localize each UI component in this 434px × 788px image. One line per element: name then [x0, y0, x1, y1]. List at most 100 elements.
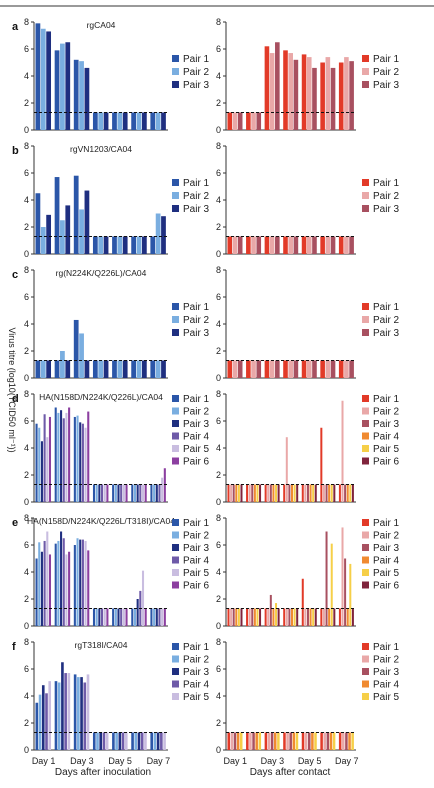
bar-b-contact-pair3-day2	[256, 236, 262, 254]
bar-e-contact-pair6-day6	[333, 608, 336, 626]
panel-letter-e: e	[12, 517, 18, 529]
bar-d-contact-pair6-day7	[351, 484, 354, 502]
bar-c-inoculated-pair2-day2	[60, 351, 65, 378]
bar-f-inoculated-pair1-day4	[92, 732, 96, 750]
bar-f-contact-pair2-day6	[323, 732, 326, 750]
bar-f-inoculated-pair4-day7	[160, 732, 163, 750]
bar-d-inoculated-pair4-day2	[62, 418, 65, 502]
bar-d-contact-pair3-day4	[288, 484, 291, 502]
bar-e-inoculated-pair1-day2	[54, 543, 57, 626]
bar-e-inoculated-pair4-day3	[81, 539, 84, 626]
bar-b-inoculated-pair2-day6	[136, 236, 142, 254]
x-tick-label-contact-day-5: Day 5	[298, 756, 322, 766]
bar-b-contact-pair3-day3	[275, 236, 280, 254]
bar-d-inoculated-pair3-day3	[79, 422, 82, 502]
bar-b-inoculated-pair3-day2	[65, 205, 71, 254]
legend-swatch-f-inoculated-1	[172, 643, 179, 650]
bar-b-contact-pair2-day4	[288, 236, 293, 254]
y-tick-label-f-contact-2: 2	[216, 718, 221, 728]
legend-swatch-b-contact-1	[362, 179, 369, 186]
bar-c-contact-pair2-day1	[232, 360, 238, 378]
bar-b-inoculated-pair3-day3	[84, 190, 90, 254]
bar-a-contact-pair1-day5	[301, 54, 307, 130]
bar-c-inoculated-pair1-day4	[92, 360, 98, 378]
y-tick-label-c-contact-2: 2	[216, 346, 221, 356]
legend-label-f-contact-2: Pair 2	[373, 655, 400, 666]
bar-e-contact-pair4-day1	[235, 608, 238, 626]
bar-c-inoculated-pair3-day3	[84, 360, 90, 378]
legend-label-f-inoculated-2: Pair 2	[183, 655, 210, 666]
bar-c-inoculated-pair2-day5	[117, 360, 123, 378]
bar-e-inoculated-pair5-day2	[65, 554, 68, 626]
legend-swatch-d-contact-6	[362, 457, 369, 465]
bar-d-inoculated-pair5-day6	[141, 484, 145, 502]
bar-e-inoculated-pair2-day1	[38, 542, 41, 626]
bar-d-inoculated-pair1-day3	[73, 416, 76, 502]
bar-e-contact-pair5-day7	[349, 563, 352, 626]
bar-f-inoculated-pair5-day2	[67, 673, 71, 750]
y-tick-label-f-inoculated-4: 4	[24, 691, 29, 701]
bar-b-contact-pair2-day6	[325, 236, 331, 254]
bar-d-inoculated-pair2-day5	[114, 484, 117, 502]
y-tick-label-b-contact-8: 8	[216, 141, 221, 151]
bar-c-contact-pair3-day5	[312, 360, 317, 378]
bar-b-contact-pair2-day3	[269, 236, 275, 254]
x-tick-label-inoculated-day-3: Day 3	[70, 756, 94, 766]
legend-label-a-inoculated-3: Pair 3	[183, 80, 210, 91]
panel-title-b: rgVN1203/CA04	[70, 144, 132, 154]
bar-b-contact-pair2-day2	[251, 236, 256, 254]
legend-swatch-c-contact-3	[362, 329, 369, 336]
bar-b-contact-pair1-day5	[301, 236, 307, 254]
legend-label-b-inoculated-3: Pair 3	[183, 204, 210, 215]
bar-f-inoculated-pair1-day7	[150, 732, 154, 750]
bar-d-contact-pair3-day5	[306, 484, 309, 502]
bar-c-inoculated-pair2-day7	[155, 360, 161, 378]
y-tick-label-c-contact-8: 8	[216, 265, 221, 275]
bar-f-inoculated-pair5-day1	[48, 681, 52, 750]
bar-f-inoculated-pair4-day5	[121, 732, 125, 750]
legend-label-d-inoculated-3: Pair 3	[183, 419, 210, 430]
y-tick-label-f-inoculated-6: 6	[24, 664, 29, 674]
legend-swatch-d-inoculated-6	[172, 457, 179, 465]
bar-a-contact-pair1-day6	[320, 62, 325, 130]
bar-e-inoculated-pair6-day4	[106, 608, 109, 626]
bar-d-contact-pair1-day1	[227, 484, 230, 502]
bar-e-contact-pair4-day7	[346, 608, 349, 626]
bar-c-inoculated-pair3-day6	[141, 360, 147, 378]
bar-f-inoculated-pair2-day7	[153, 732, 157, 750]
bar-e-contact-pair1-day1	[227, 608, 230, 626]
bar-a-inoculated-pair1-day7	[150, 112, 156, 130]
bar-f-contact-pair2-day2	[249, 732, 252, 750]
panel-title-d: HA(N158D/N224K/Q226L)/CA04	[39, 392, 163, 402]
x-tick-label-contact-day-1: Day 1	[224, 756, 248, 766]
bar-f-contact-pair3-day6	[326, 732, 330, 750]
bar-a-inoculated-pair3-day4	[103, 112, 109, 130]
bar-f-inoculated-pair3-day6	[137, 732, 141, 750]
legend-swatch-f-inoculated-5	[172, 693, 179, 700]
y-tick-label-c-inoculated-0: 0	[24, 373, 29, 383]
bar-f-contact-pair5-day3	[277, 732, 280, 750]
bar-a-inoculated-pair2-day6	[136, 112, 142, 130]
bar-e-inoculated-pair6-day3	[87, 550, 90, 626]
bar-f-contact-pair1-day6	[320, 732, 323, 750]
legend-swatch-b-contact-3	[362, 205, 369, 212]
bar-f-inoculated-pair5-day6	[144, 732, 147, 750]
legend-label-a-contact-1: Pair 1	[373, 54, 400, 65]
bar-b-inoculated-pair1-day6	[131, 236, 137, 254]
bar-d-inoculated-pair4-day6	[139, 484, 142, 502]
legend-swatch-a-inoculated-3	[172, 81, 179, 88]
legend-label-e-inoculated-3: Pair 3	[183, 543, 210, 554]
bar-e-inoculated-pair5-day6	[141, 570, 145, 626]
bar-a-contact-pair2-day2	[251, 112, 256, 130]
bar-f-contact-pair3-day4	[289, 732, 292, 750]
bar-d-inoculated-pair1-day7	[150, 484, 153, 502]
bar-f-inoculated-pair3-day7	[156, 732, 160, 750]
y-tick-label-d-inoculated-4: 4	[24, 443, 29, 453]
y-tick-label-a-inoculated-4: 4	[24, 71, 29, 81]
y-tick-label-a-inoculated-8: 8	[24, 17, 29, 27]
legend-label-f-contact-5: Pair 5	[373, 692, 400, 703]
legend-swatch-f-contact-5	[362, 693, 369, 700]
bar-e-contact-pair6-day4	[296, 608, 299, 626]
bar-b-contact-pair2-day1	[232, 236, 238, 254]
bar-d-contact-pair5-day6	[330, 484, 333, 502]
